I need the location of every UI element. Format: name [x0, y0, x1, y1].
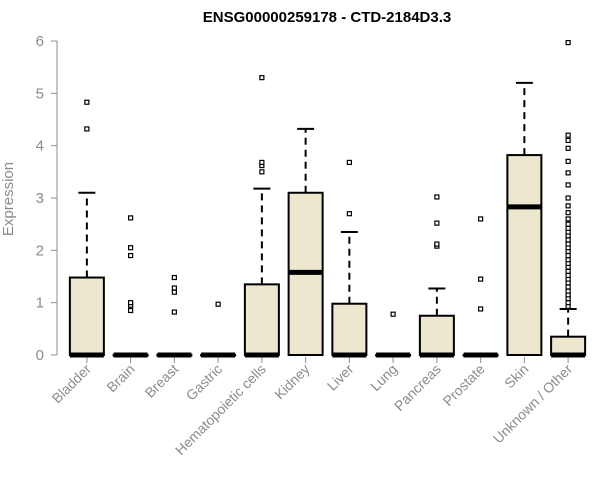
outlier-point — [171, 289, 177, 295]
outlier-point — [565, 216, 571, 222]
outlier-point — [565, 284, 571, 290]
x-tick-label: Brain — [103, 361, 137, 395]
axes: 0 1 2 3 4 5 6 — [36, 33, 569, 364]
outlier-point — [565, 221, 571, 227]
outlier-point — [84, 99, 90, 105]
x-tick-label: Skin — [501, 361, 532, 392]
x-tick-label: Lung — [367, 361, 400, 394]
box-liver — [331, 159, 368, 358]
box-breast — [156, 274, 193, 358]
outlier-point — [171, 285, 177, 291]
x-tick-label: Prostate — [440, 361, 488, 409]
box-iqr — [68, 276, 105, 356]
box-iqr — [418, 314, 455, 356]
chart-title: ENSG00000259178 - CTD-2184D3.3 — [203, 9, 451, 26]
x-tick-label: Pancreas — [391, 361, 444, 414]
outlier-point — [565, 170, 571, 176]
box-prostate — [462, 216, 499, 358]
y-tick-label: 4 — [36, 138, 44, 155]
outlier-point — [565, 300, 571, 306]
outlier-point — [259, 169, 265, 175]
outlier-point — [128, 245, 134, 251]
y-tick-label: 5 — [36, 85, 44, 102]
x-tick-label: Gastric — [183, 361, 226, 404]
box-skin — [506, 81, 543, 356]
outlier-point — [565, 182, 571, 188]
outlier-point — [565, 257, 571, 263]
outlier-point — [478, 306, 484, 312]
box-kidney — [287, 127, 324, 356]
outlier-point — [346, 159, 352, 166]
y-tick-label: 6 — [36, 33, 44, 50]
outlier-point — [565, 158, 571, 164]
box-iqr — [331, 302, 368, 357]
outlier-point — [259, 75, 265, 81]
outlier-point — [565, 137, 571, 144]
outlier-point — [434, 241, 440, 247]
outlier-point — [215, 301, 221, 307]
y-tick-label: 1 — [36, 295, 44, 312]
outlier-point — [565, 252, 571, 259]
x-tick-label: Unknown / Other — [490, 361, 576, 447]
outlier-point — [565, 268, 571, 274]
box-gastric — [200, 301, 237, 358]
outlier-point — [171, 309, 177, 315]
y-tick-label: 2 — [36, 242, 44, 259]
box-unknown-other — [550, 39, 587, 358]
y-tick-label: 0 — [36, 347, 44, 364]
outlier-point — [434, 220, 440, 226]
outlier-point — [565, 39, 571, 46]
outlier-point — [128, 307, 134, 314]
outlier-point — [434, 194, 440, 200]
outlier-point — [565, 145, 571, 151]
y-axis-label: Expression — [0, 162, 17, 236]
outlier-point — [128, 215, 134, 221]
x-tick-label: Breast — [142, 361, 182, 401]
box-lung — [375, 311, 412, 358]
box-hematopoietic-cells — [243, 75, 280, 358]
outlier-point — [478, 216, 484, 222]
x-tick-label: Liver — [324, 361, 357, 394]
x-tick-label: Kidney — [271, 361, 313, 403]
outlier-point — [565, 132, 571, 138]
outlier-point — [565, 241, 571, 247]
outlier-point — [259, 159, 265, 166]
outlier-point — [84, 126, 90, 132]
outlier-point — [565, 203, 571, 209]
y-tick-label: 3 — [36, 190, 44, 207]
outlier-point — [390, 311, 396, 317]
outlier-point — [565, 272, 571, 279]
box-iqr — [550, 335, 587, 356]
outlier-point — [565, 210, 571, 216]
outlier-point — [128, 300, 134, 306]
box-bladder — [68, 99, 105, 358]
outlier-point — [565, 195, 571, 201]
box-pancreas — [418, 194, 455, 358]
x-tick-label: Bladder — [49, 361, 95, 407]
outlier-point — [565, 237, 571, 243]
box-brain — [112, 215, 149, 358]
outlier-point — [565, 225, 571, 231]
box-iqr — [506, 154, 543, 356]
outlier-point — [346, 211, 352, 217]
outlier-point — [171, 274, 177, 281]
outlier-point — [478, 276, 484, 282]
boxes — [68, 39, 587, 358]
box-iqr — [243, 283, 280, 357]
outlier-point — [128, 252, 134, 259]
outlier-point — [565, 288, 571, 294]
